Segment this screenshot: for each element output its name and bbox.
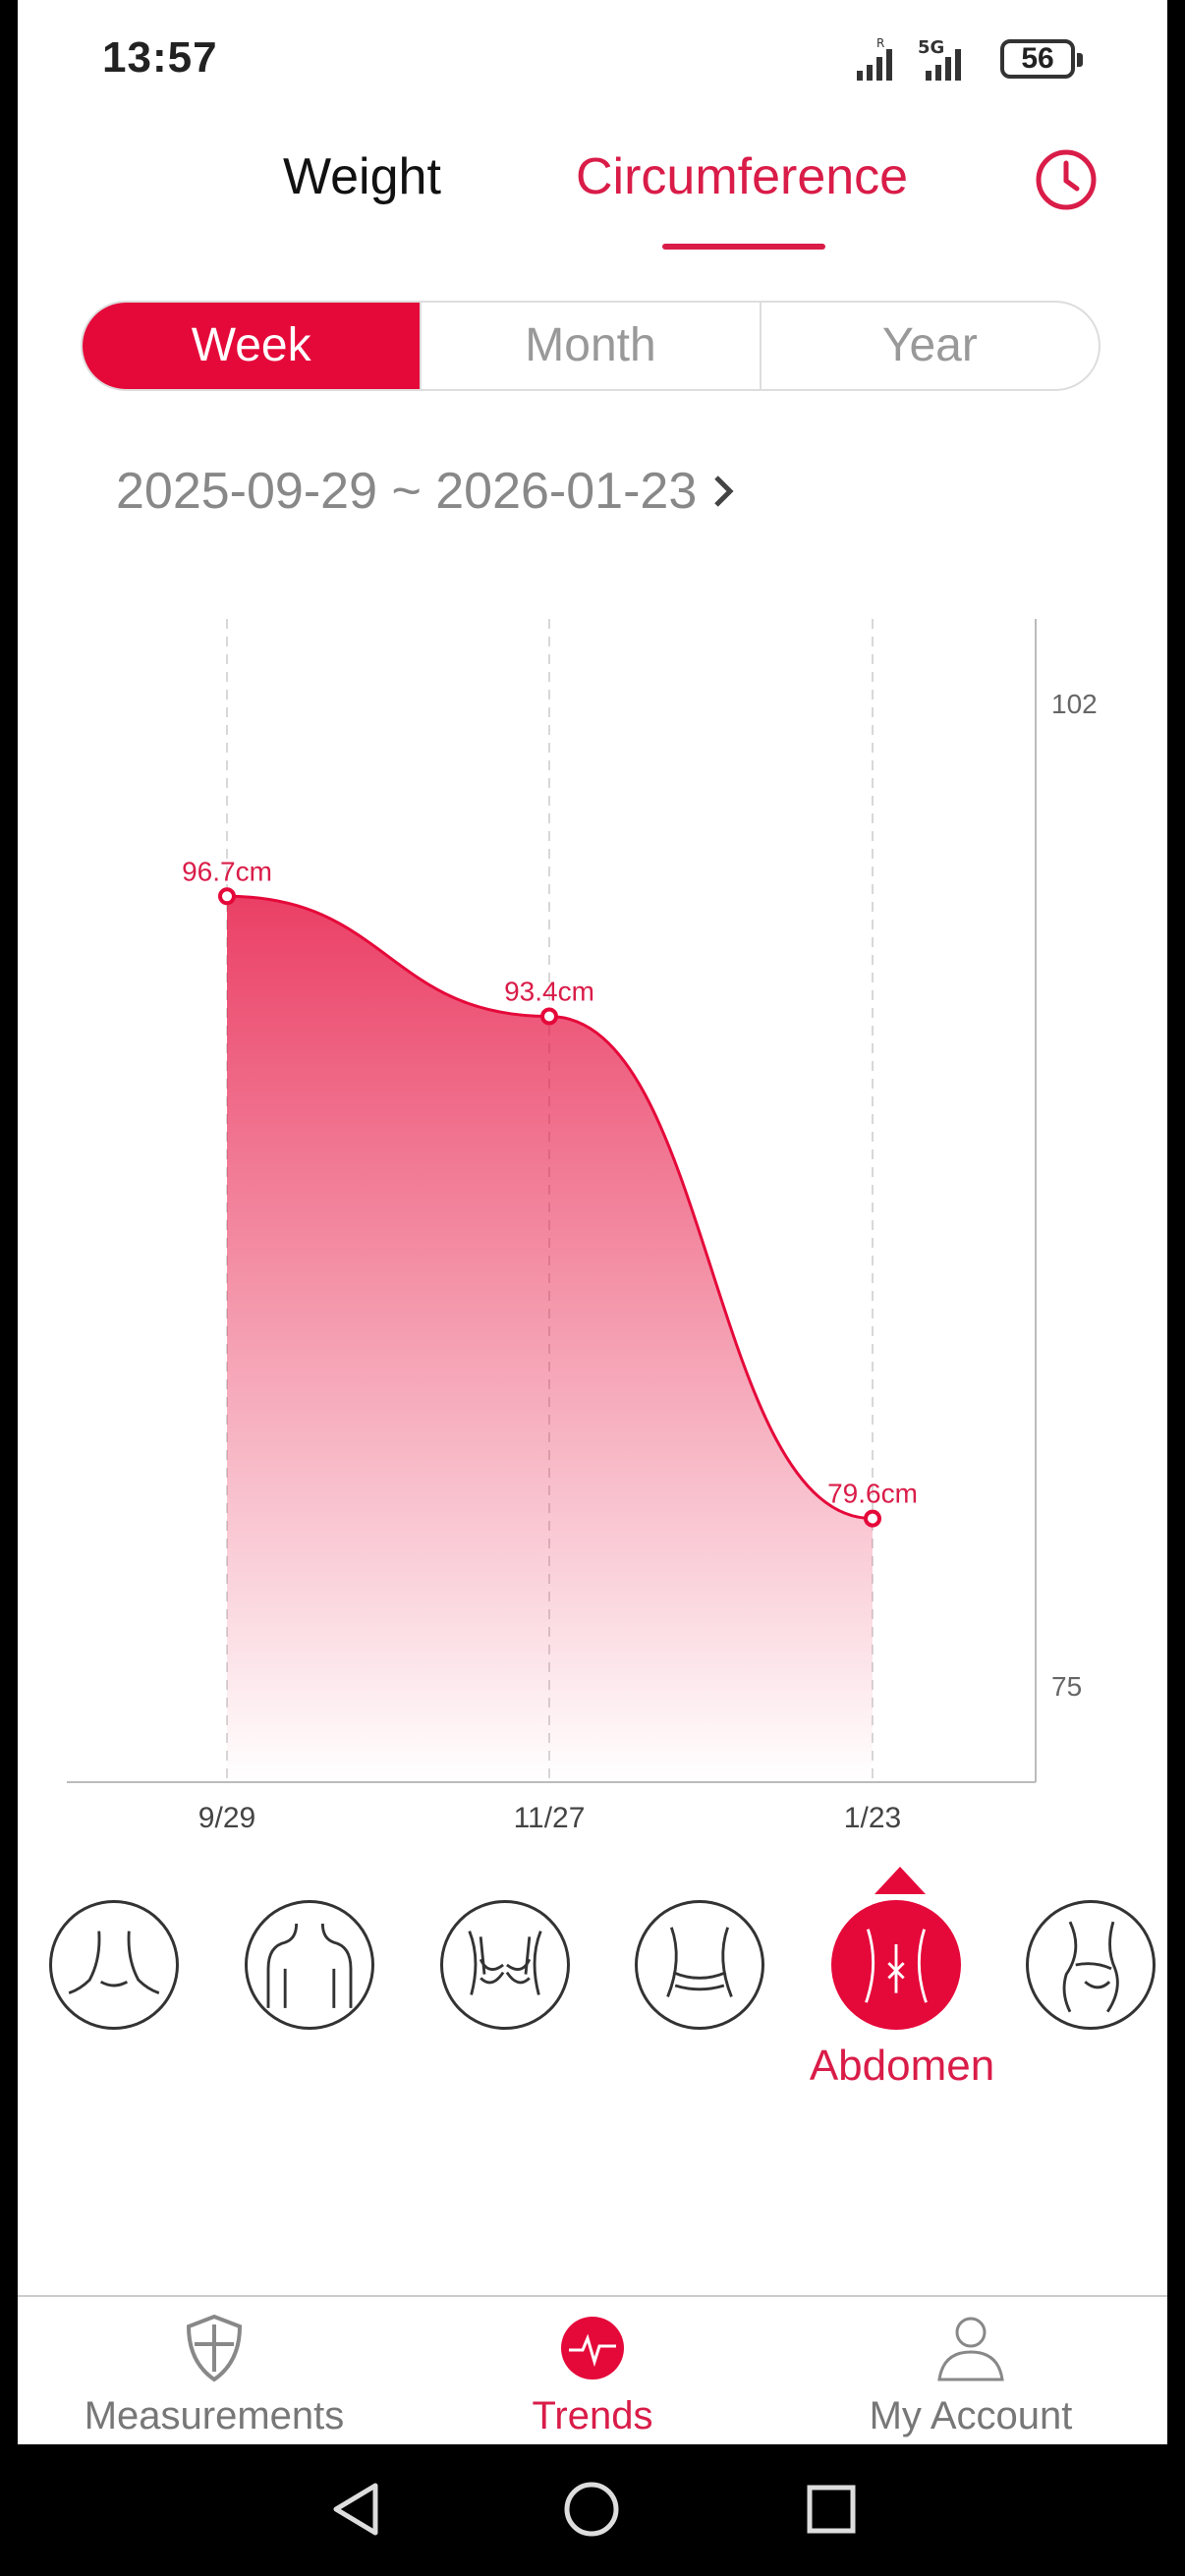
data-label-0: 96.7cm [182, 856, 272, 886]
chevron-right-icon [714, 476, 734, 507]
period-selector: Week Month Year [81, 301, 1100, 391]
nav-my-account-label: My Account [869, 2394, 1073, 2437]
period-year[interactable]: Year [881, 319, 978, 371]
status-bar: 13:57 R 5G 56 [18, 0, 1167, 118]
bottom-navigation: Measurements Trends My Account [18, 2295, 1167, 2444]
data-label-2: 79.6cm [827, 1479, 918, 1509]
svg-text:R: R [876, 37, 884, 50]
nav-my-account[interactable]: My Account [804, 2311, 1138, 2438]
x-tick-label-0: 9/29 [198, 1802, 255, 1834]
trends-pulse-icon [561, 2317, 624, 2380]
nav-trends[interactable]: Trends [425, 2311, 760, 2438]
x-tick-label-1: 11/27 [514, 1802, 586, 1834]
home-icon[interactable] [562, 2480, 621, 2539]
back-icon[interactable] [328, 2480, 383, 2539]
signal-icon: R [857, 37, 892, 81]
tab-circumference[interactable]: Circumference [576, 148, 909, 205]
active-tab-indicator [662, 244, 825, 250]
area-fill [227, 896, 873, 1782]
shield-icon [186, 2314, 243, 2382]
chest-icon[interactable] [440, 1900, 570, 2030]
data-label-1: 93.4cm [504, 977, 594, 1007]
circumference-chart: 96.7cm 93.4cm 79.6cm 9/29 11/27 1/23 102 75 [67, 619, 1098, 1834]
hip-icon[interactable] [1026, 1900, 1156, 2030]
period-week[interactable]: Week [83, 303, 423, 389]
recents-icon[interactable] [806, 2480, 857, 2539]
nav-measurements[interactable]: Measurements [47, 2311, 381, 2438]
body-part-selector: Abdomen [18, 1867, 1167, 2102]
y-tick-label-1: 75 [1051, 1671, 1082, 1702]
date-range-text: 2025-09-29 ~ 2026-01-23 [116, 463, 698, 520]
signal-5g-icon: 5G [918, 37, 961, 81]
history-clock-icon[interactable] [1034, 147, 1099, 212]
waist-icon[interactable] [635, 1900, 764, 2030]
abdomen-icon[interactable] [831, 1900, 961, 2030]
tab-weight[interactable]: Weight [283, 148, 441, 205]
network-label: 5G [918, 37, 944, 58]
app-screen: 13:57 R 5G 56 Weight Circumference Week … [18, 0, 1167, 2444]
selected-body-part-label: Abdomen [809, 2042, 995, 2090]
x-tick-label-2: 1/23 [844, 1802, 901, 1834]
data-point-0 [218, 887, 236, 906]
period-month[interactable]: Month [422, 303, 762, 389]
data-point-1 [540, 1007, 558, 1026]
selected-indicator [875, 1867, 926, 1894]
date-range[interactable]: 2025-09-29 ~ 2026-01-23 [116, 462, 738, 521]
status-time: 13:57 [102, 33, 218, 82]
neck-icon[interactable] [49, 1900, 179, 2030]
system-navigation-bar [0, 2444, 1185, 2576]
data-point-2 [864, 1509, 881, 1528]
series-line [226, 894, 874, 1521]
user-icon [937, 2317, 1004, 2381]
nav-measurements-label: Measurements [84, 2394, 345, 2437]
nav-trends-label: Trends [532, 2394, 653, 2437]
y-tick-label-0: 102 [1051, 689, 1098, 719]
battery-indicator: 56 [1000, 39, 1083, 79]
shoulders-icon[interactable] [245, 1900, 374, 2030]
